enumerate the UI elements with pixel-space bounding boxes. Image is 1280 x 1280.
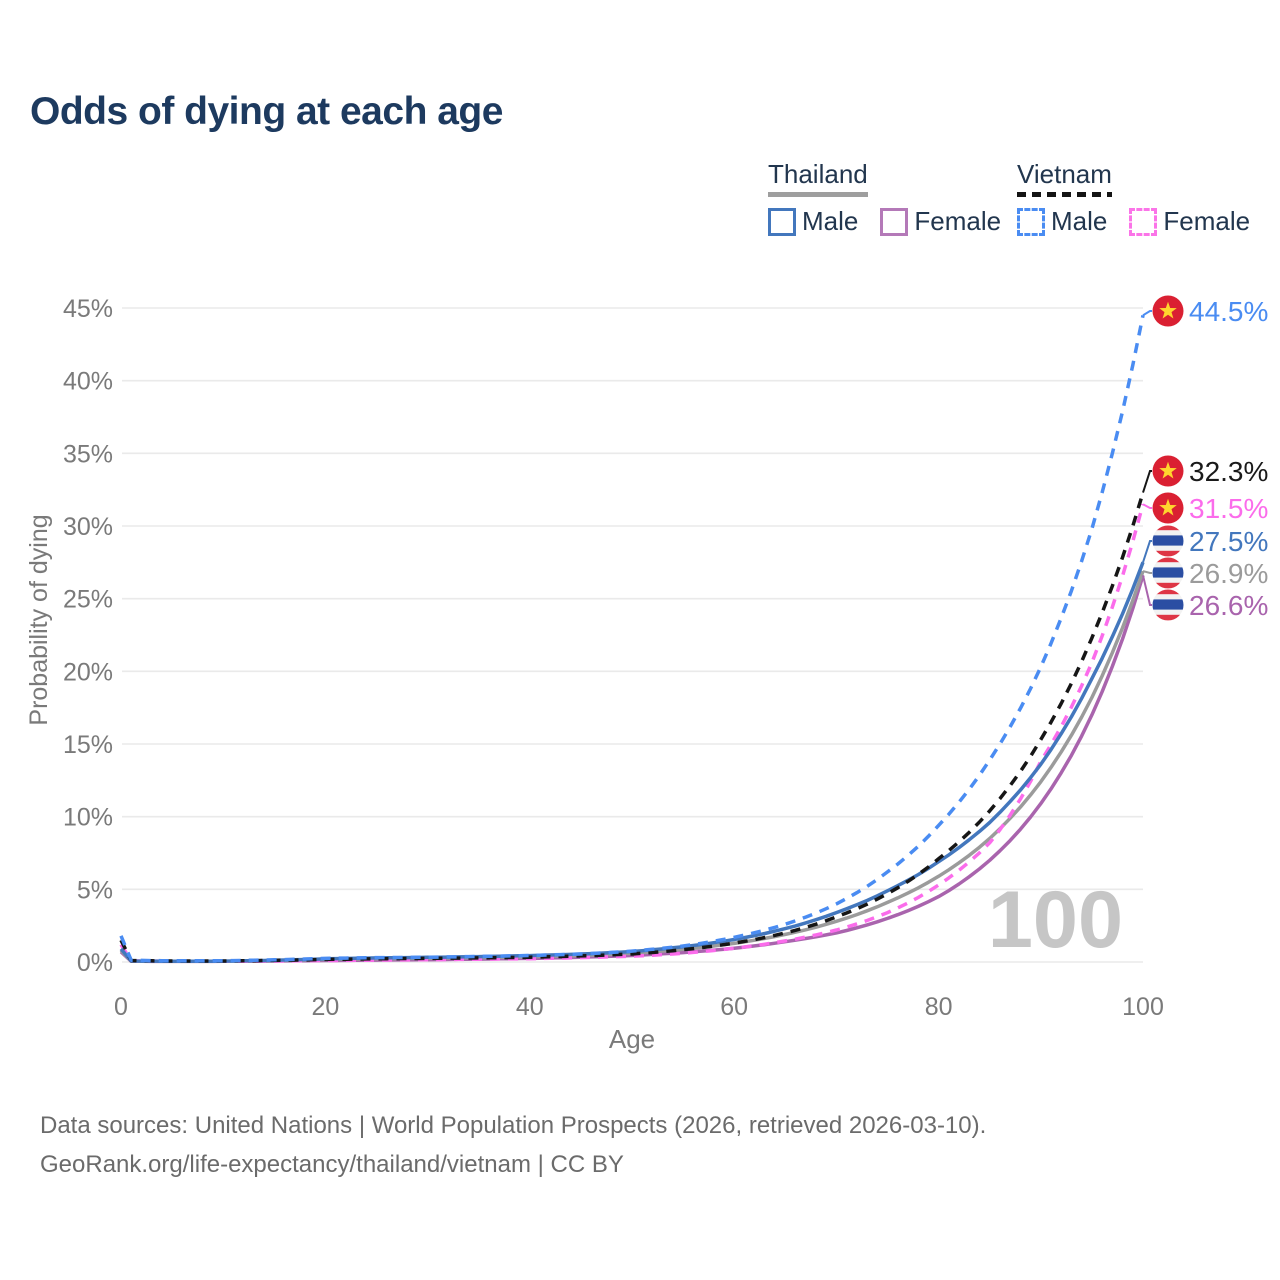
legend-item-label: Female [1163,206,1251,236]
thailand-line-sample [768,192,868,197]
y-tick-10: 10% [63,804,113,832]
legend-items-thailand: Male Female [768,206,1001,237]
end-label-vietnam-female: 31.5% [1189,493,1268,524]
legend-country-thailand[interactable]: Thailand [768,161,868,197]
x-tick-80: 80 [925,993,953,1021]
x-tick-40: 40 [516,993,544,1021]
gridlines [122,307,1143,963]
x-tick-20: 20 [311,993,339,1021]
thailand-female-swatch-icon [880,207,909,236]
legend-item-label: Male [802,206,859,236]
series-lines [119,314,1145,964]
thailand-flag-icon [1152,557,1184,589]
footer-attribution-line: GeoRank.org/life-expectancy/thailand/vie… [40,1151,624,1178]
y-tick-40: 40% [63,368,113,396]
legend-country-vietnam[interactable]: Vietnam [1017,161,1112,197]
vietnam-flag-icon [1152,492,1184,524]
legend-item-thailand-female[interactable]: Female [880,206,1001,237]
axis-ticks: 0% 5% 10% 15% 20% 25% 30% 35% 40% 45% 0 20 40 60 80 100 [63,295,1164,1021]
x-axis-title: Age [609,1024,655,1054]
y-tick-25: 25% [63,586,113,614]
x-tick-0: 0 [114,993,128,1021]
end-label-vietnam-both-sexes-: 32.3% [1189,456,1268,487]
footer-sources-line: Data sources: United Nations | World Pop… [40,1112,987,1139]
leader-line-thailand-both-sexes- [1142,570,1152,574]
x-tick-100: 100 [1122,993,1164,1021]
end-label-thailand-male: 27.5% [1189,526,1268,557]
legend-item-thailand-male[interactable]: Male [768,206,858,237]
end-label-thailand-both-sexes-: 26.9% [1189,558,1268,589]
legend-items-vietnam: Male Female [1017,206,1250,237]
y-tick-35: 35% [63,440,113,468]
legend-item-vietnam-female[interactable]: Female [1129,206,1250,237]
series-line-vietnam-male[interactable] [119,314,1145,963]
y-tick-15: 15% [63,731,113,759]
legend-item-label: Male [1051,206,1108,236]
end-label-vietnam-male: 44.5% [1189,296,1268,327]
legend-group-thailand: Thailand Male Female [768,161,1001,237]
legend-country-thailand-label: Thailand [768,159,868,189]
leader-line-thailand-female [1142,575,1152,606]
end-label-thailand-female: 26.6% [1189,590,1268,621]
legend-item-vietnam-male[interactable]: Male [1017,206,1107,237]
footer: Data sources: United Nations | World Pop… [40,1106,986,1184]
y-tick-20: 20% [63,658,113,686]
x-tick-60: 60 [720,993,748,1021]
y-tick-30: 30% [63,513,113,541]
legend-group-vietnam: Vietnam Male Female [1017,161,1250,237]
end-labels: 44.5% 32.3% 31.5%27.5%26.9%26.6% [1142,295,1268,621]
y-tick-5: 5% [77,876,113,904]
leader-line-vietnam-both-sexes- [1142,470,1152,493]
page-title: Odds of dying at each age [30,90,503,133]
vietnam-line-sample [1017,192,1112,197]
chart-legend: Thailand Male Female Vietnam [0,161,1280,241]
thailand-flag-icon [1152,525,1184,557]
y-tick-45: 45% [63,295,113,323]
age-counter-watermark: 100 [988,875,1123,965]
vietnam-female-swatch-icon [1129,207,1158,236]
vietnam-flag-icon [1152,295,1184,327]
leader-line-thailand-male [1142,540,1152,563]
vietnam-flag-icon [1152,455,1184,487]
legend-country-vietnam-label: Vietnam [1017,159,1112,189]
legend-item-label: Female [914,206,1002,236]
y-axis-title: Probability of dying [25,514,53,725]
leader-line-vietnam-female [1142,503,1152,509]
vietnam-male-swatch-icon [1017,207,1045,236]
thailand-flag-icon [1152,589,1184,621]
thailand-male-swatch-icon [768,207,796,236]
y-tick-0: 0% [77,949,113,977]
leader-line-vietnam-male [1142,310,1152,317]
